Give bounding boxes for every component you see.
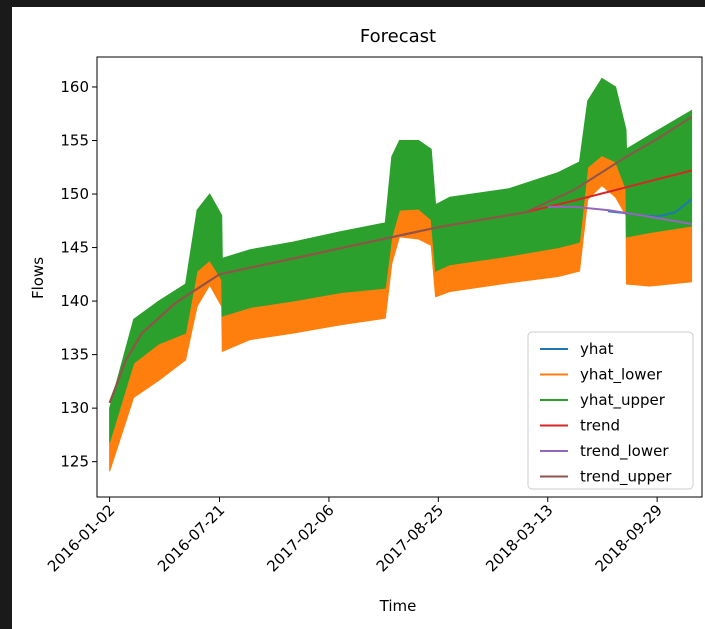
- legend-label-yhat: yhat: [580, 340, 614, 358]
- y-tick-label: 145: [60, 239, 89, 257]
- legend-box: [527, 331, 694, 490]
- x-tick-label: 2017-08-25: [373, 501, 447, 575]
- y-tick-label: 125: [60, 453, 89, 471]
- x-axis-label: Time: [379, 597, 417, 615]
- y-tick-label: 130: [60, 399, 89, 417]
- y-tick-label: 155: [60, 132, 89, 150]
- y-tick-label: 135: [60, 346, 89, 364]
- screen-border-top: [0, 0, 705, 7]
- axes-frame: [96, 56, 703, 498]
- yhat-upper-band: [109, 77, 693, 443]
- trend-lower-line: [547, 205, 692, 225]
- y-tick-label: 140: [60, 292, 89, 310]
- x-tick-label: 2016-07-21: [154, 501, 228, 575]
- x-tick-label: 2018-03-13: [482, 501, 556, 575]
- x-tick-label: 2016-01-02: [44, 501, 118, 575]
- legend-label-yhat-lower: yhat_lower: [580, 366, 663, 385]
- screen-border-left: [0, 0, 12, 629]
- x-tick-label: 2018-09-29: [592, 501, 666, 575]
- y-tick-label: 150: [60, 185, 89, 203]
- legend-label-trend-upper: trend_upper: [580, 468, 672, 487]
- y-axis-label: Flows: [29, 257, 47, 299]
- legend-label-trend-lower: trend_lower: [580, 442, 669, 461]
- chart-title: Forecast: [360, 26, 436, 47]
- x-tick-label: 2017-02-06: [263, 501, 337, 575]
- y-tick-label: 160: [60, 78, 89, 96]
- trend-upper-line: [108, 116, 693, 404]
- legend-label-trend: trend: [580, 417, 620, 435]
- legend-label-yhat-upper: yhat_upper: [580, 391, 666, 410]
